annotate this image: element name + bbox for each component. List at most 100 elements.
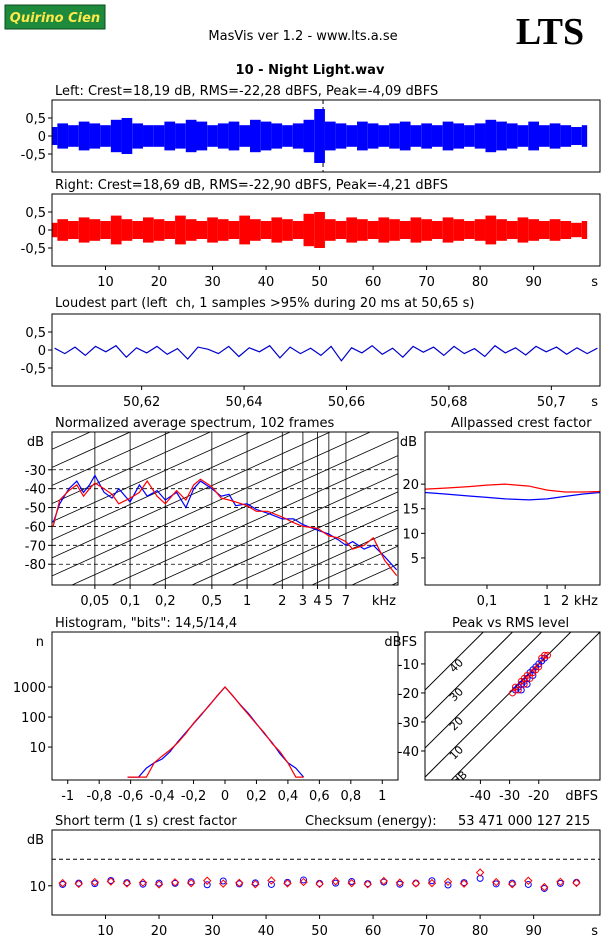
y-tick-label: 0,5	[25, 206, 46, 221]
point	[514, 686, 522, 694]
series-line	[52, 478, 398, 576]
y-tick-label: 0	[38, 224, 46, 239]
waveform-segment	[506, 221, 518, 239]
waveform-segment	[571, 222, 582, 238]
x-tick-label: 20	[151, 924, 168, 939]
crest-line-label: 20	[447, 714, 466, 733]
x-tick-label: 0,5	[202, 594, 223, 609]
point	[540, 882, 549, 892]
point	[363, 879, 372, 889]
plot-area	[52, 212, 588, 248]
waveform-segment	[442, 217, 454, 243]
waveform-segment	[153, 219, 165, 241]
crest-line-label: 0 dB	[443, 768, 470, 795]
waveform-segment	[57, 123, 69, 149]
waveform-segment	[357, 121, 368, 151]
x-axis-label: s	[591, 395, 598, 410]
waveform-segment	[89, 219, 101, 241]
waveform-segment	[250, 119, 261, 153]
waveform-segment	[217, 123, 229, 149]
waveform-segment	[581, 221, 588, 239]
point	[541, 651, 549, 659]
panel: Left: Crest=18,19 dB, RMS=-22,28 dBFS, P…	[21, 84, 601, 173]
checksum-label: Checksum (energy):	[305, 814, 437, 829]
plot-frame	[51, 313, 601, 387]
waveform-segment	[89, 123, 101, 149]
waveform-segment	[581, 125, 588, 147]
waveform-segment	[346, 125, 358, 147]
panel-title: Normalized average spectrum, 102 frames	[55, 416, 334, 431]
x-tick-label: 30	[204, 924, 221, 939]
waveform-segment	[153, 125, 165, 147]
waveform-segment	[292, 123, 304, 149]
x-tick-label: 0,2	[246, 789, 267, 804]
x-tick-label: 80	[472, 924, 489, 939]
y-tick-label: -0,5	[21, 148, 46, 163]
slope-guide	[231, 509, 398, 585]
waveform-segment	[260, 221, 272, 239]
y-tick-label: 0	[38, 130, 46, 145]
y-tick-label: 0	[38, 344, 46, 359]
waveform-segment	[538, 221, 550, 239]
point	[459, 879, 469, 888]
waveform-segment	[110, 215, 122, 245]
plot-area	[52, 100, 588, 172]
point	[491, 877, 501, 887]
waveform-segment	[52, 222, 58, 238]
waveform-segment	[132, 123, 143, 149]
point	[427, 878, 437, 888]
x-tick-label: 40	[258, 924, 275, 939]
point	[59, 880, 67, 888]
point	[300, 876, 308, 884]
point	[517, 677, 525, 685]
waveform-segment	[164, 121, 176, 151]
x-tick-label: 1	[543, 594, 551, 609]
panel: Peak vs RMS level 40 30 20 10 0 dB -10 -20 -30 -4…	[384, 616, 601, 804]
x-tick-label: 60	[365, 924, 382, 939]
point	[444, 881, 452, 889]
waveform-segment	[164, 221, 176, 239]
crest-line-label: 30	[447, 685, 466, 704]
x-axis-label: kHz	[372, 594, 396, 609]
waveform-segment	[303, 119, 315, 153]
panel-title: Loudest part (left ch, 1 samples >95% du…	[55, 296, 475, 311]
x-tick-label: 50,68	[430, 395, 467, 410]
y-tick-label: -40	[25, 483, 46, 498]
waveform-segment	[314, 212, 325, 248]
series-line	[127, 686, 304, 778]
y-tick-label: -40	[398, 745, 419, 760]
waveform-segment	[485, 215, 497, 245]
x-tick-label: 4	[313, 594, 321, 609]
x-axis-label: kHz	[574, 594, 598, 609]
x-tick-label: 50,66	[328, 395, 365, 410]
point	[443, 877, 453, 887]
point	[251, 879, 260, 889]
x-tick-label: 50,62	[123, 395, 160, 410]
x-tick-label: 1	[378, 789, 386, 804]
y-axis-label: dB	[27, 833, 44, 848]
file-name: 10 - Night Light.wav	[236, 63, 385, 78]
panel: Short term (1 s) crest factor 10 10 20 30 40 5…	[27, 814, 601, 939]
panel-title: Right: Crest=18,69 dB, RMS=-22,90 dBFS, …	[55, 178, 448, 193]
x-tick-label: 50	[311, 924, 328, 939]
waveform-segment	[271, 123, 283, 149]
point	[122, 879, 132, 888]
waveform-segment	[453, 123, 465, 149]
plot-area	[52, 432, 398, 585]
panel-title: Allpassed crest factor	[451, 416, 592, 431]
x-tick-label: 0,6	[309, 789, 330, 804]
point	[315, 879, 324, 889]
waveform-segment	[250, 219, 261, 241]
panel: Normalized average spectrum, 102 frames -…	[25, 416, 399, 609]
x-tick-label: 2	[561, 594, 569, 609]
point	[299, 877, 308, 887]
y-tick-label: 5	[411, 552, 419, 567]
y-tick-label: -0,5	[21, 362, 46, 377]
y-tick-label: -70	[25, 539, 46, 554]
x-tick-label: 50,64	[225, 395, 262, 410]
y-tick-label: -30	[25, 464, 46, 479]
x-tick-label: 80	[472, 275, 489, 290]
waveform-segment	[389, 123, 400, 149]
point	[517, 686, 525, 694]
